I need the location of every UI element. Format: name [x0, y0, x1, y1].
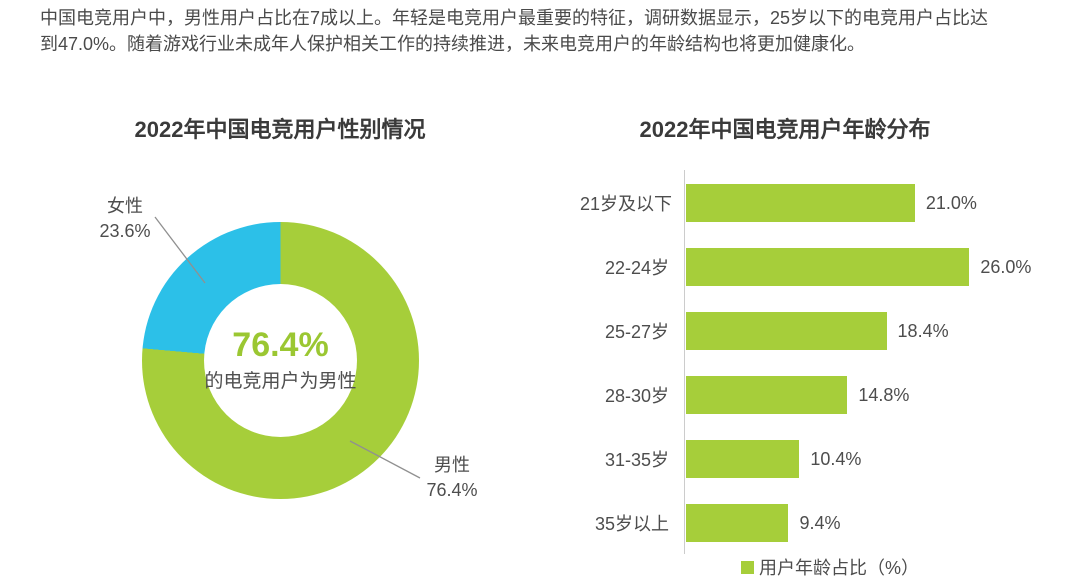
female-value: 23.6% — [99, 221, 151, 241]
age-bar — [686, 184, 915, 222]
age-category-label: 35岁以上 — [594, 514, 669, 534]
age-value-label: 26.0% — [980, 256, 1032, 277]
intro-line-2: 到47.0%。随着游戏行业未成年人保护相关工作的持续推进，未来电竞用户的年龄结构… — [40, 34, 866, 54]
gender-chart-title: 2022年中国电竞用户性别情况 — [134, 117, 426, 142]
age-bar-row: 21岁及以下 21.0% — [580, 184, 1031, 222]
age-category-label: 21岁及以下 — [580, 194, 673, 214]
age-category-label: 25-27岁 — [604, 322, 669, 342]
age-chart-legend: 用户年龄占比（%） — [600, 554, 1060, 580]
age-bar-row: 31-35岁 10.4% — [580, 440, 1031, 478]
age-value-label: 9.4% — [799, 512, 841, 533]
male-value: 76.4% — [426, 480, 478, 500]
age-value-label: 18.4% — [897, 320, 949, 341]
female-label: 女性 — [107, 196, 143, 216]
age-bar-chart: 21岁及以下 21.0% 22-24岁 26.0% 25-27岁 18.4% 28-30岁 1… — [580, 184, 1031, 542]
age-value-label: 10.4% — [810, 448, 862, 469]
male-callout-label: 男性 76.4% — [412, 453, 492, 503]
age-bar-row: 25-27岁 18.4% — [580, 312, 1031, 350]
intro-line-1: 中国电竞用户中，男性用户占比在7成以上。年轻是电竞用户最重要的特征，调研数据显示… — [40, 8, 989, 28]
age-category-label: 28-30岁 — [604, 386, 669, 406]
age-value-label: 14.8% — [858, 384, 910, 405]
age-chart-title: 2022年中国电竞用户年龄分布 — [639, 117, 931, 142]
gender-donut-chart: 76.4% 的电竞用户为男性 — [142, 222, 419, 499]
donut-center-value: 76.4% — [232, 326, 329, 364]
age-bar — [686, 504, 789, 542]
age-bar-row: 22-24岁 26.0% — [580, 248, 1031, 286]
age-bar-row: 28-30岁 14.8% — [580, 376, 1031, 414]
age-bar — [686, 376, 848, 414]
intro-paragraph: 中国电竞用户中，男性用户占比在7成以上。年轻是电竞用户最重要的特征，调研数据显示… — [40, 5, 988, 57]
bar-chart-axis — [684, 170, 685, 554]
age-bar-row: 35岁以上 9.4% — [580, 504, 1031, 542]
age-bar — [686, 248, 970, 286]
legend-label: 用户年龄占比（%） — [758, 558, 919, 578]
age-bar — [686, 440, 800, 478]
donut-hole: 76.4% 的电竞用户为男性 — [204, 284, 357, 437]
age-value-label: 21.0% — [925, 192, 977, 213]
legend-swatch — [740, 560, 754, 574]
age-category-label: 22-24岁 — [604, 258, 669, 278]
age-category-label: 31-35岁 — [604, 450, 669, 470]
donut-center-caption: 的电竞用户为男性 — [204, 371, 357, 392]
age-bar — [686, 312, 887, 350]
female-callout-label: 女性 23.6% — [85, 194, 165, 244]
male-label: 男性 — [434, 455, 470, 475]
